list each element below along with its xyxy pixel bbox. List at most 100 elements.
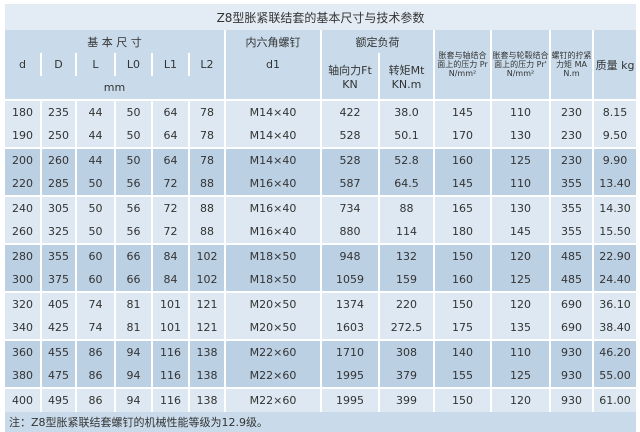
table-cell: 8.15 — [591, 99, 639, 124]
table-row: 200 260 44 50 64 78 M14×40 528 52.8 160 125 230 9.90 — [3, 147, 639, 172]
table-cell: 72 — [151, 195, 190, 220]
table-cell: 66 — [114, 243, 153, 268]
table-cell: 690 — [549, 316, 594, 340]
table-cell: 130 — [490, 195, 551, 220]
table-cell: M18×50 — [224, 243, 322, 268]
table-cell: 260 — [40, 147, 77, 172]
table-cell: M14×40 — [224, 124, 322, 148]
table-cell: 140 — [433, 339, 492, 364]
table-cell: 116 — [151, 339, 190, 364]
header-basic-dims: 基 本 尺 寸 — [3, 30, 226, 53]
table-cell: 272.5 — [378, 316, 435, 340]
table-cell: 1374 — [320, 291, 380, 316]
table-cell: M20×50 — [224, 316, 322, 340]
table-cell: 74 — [75, 316, 116, 340]
table-cell: 150 — [433, 243, 492, 268]
table-title: Z8型胀紧联结套的基本尺寸与技术参数 — [2, 4, 639, 30]
table-cell: 355 — [549, 195, 594, 220]
table-cell: M16×40 — [224, 220, 322, 244]
table-cell: 1995 — [320, 364, 380, 388]
table-cell: 180 — [433, 220, 492, 244]
table-cell: 145 — [433, 172, 492, 196]
table-row: 260 325 50 56 72 88 M16×40 880 114 180 145 355 15.50 — [3, 220, 639, 244]
table-cell: 145 — [433, 99, 492, 124]
table-cell: 340 — [3, 316, 42, 340]
table-cell: 230 — [549, 99, 594, 124]
table-row: 400 495 86 94 116 138 M22×60 1995 399 150 120 930 61… — [3, 387, 639, 412]
table-row: 380 475 86 94 116 138 M22×60 1995 379 155 125 930 55… — [3, 364, 639, 388]
table-cell: 84 — [151, 268, 190, 292]
table-cell: 485 — [549, 243, 594, 268]
table-cell: 138 — [188, 339, 226, 364]
table-cell: 88 — [378, 195, 435, 220]
header-torque: 转矩Mt KN.m — [378, 53, 435, 100]
table-cell: 145 — [490, 220, 551, 244]
header-rated-load: 额定负荷 — [320, 30, 435, 53]
table-cell: 180 — [3, 99, 42, 124]
table-cell: 495 — [40, 387, 77, 412]
table-cell: 455 — [40, 339, 77, 364]
table-cell: 36.10 — [591, 291, 639, 316]
table-cell: 138 — [188, 364, 226, 388]
header-pressure-hub: 胀套与轮毂结合面上的压力 Pr' N/mm² — [490, 30, 551, 100]
header-D: D — [40, 53, 77, 76]
table-cell: 930 — [549, 387, 594, 412]
table-row: 180 235 44 50 64 78 M14×40 422 38.0 145 110 230 8.15 — [3, 99, 639, 124]
table-cell: 88 — [188, 220, 226, 244]
table-row: 340 425 74 81 101 121 M20×50 1603 272.5 175 135 690… — [3, 316, 639, 340]
header-screw-torque: 螺钉的拧紧力矩 MA N.m — [549, 30, 594, 100]
table-cell: 308 — [378, 339, 435, 364]
header-pressure-shaft: 胀套与轴结合面上的压力 Pr N/mm² — [433, 30, 492, 100]
table-cell: 280 — [3, 243, 42, 268]
table-cell: 116 — [151, 364, 190, 388]
table-cell: 587 — [320, 172, 380, 196]
table-cell: 475 — [40, 364, 77, 388]
header-blank — [224, 76, 322, 100]
table-cell: 44 — [75, 99, 116, 124]
table-row: 240 305 50 56 72 88 M16×40 734 88 165 130 355 14.30 — [3, 195, 639, 220]
header-unit: mm — [3, 76, 226, 100]
table-cell: 220 — [378, 291, 435, 316]
table-cell: 81 — [114, 316, 153, 340]
table-cell: 135 — [490, 316, 551, 340]
table-cell: 50 — [114, 147, 153, 172]
table-row: 190 250 44 50 64 78 M14×40 528 50.1 170 130 230 9.50 — [3, 124, 639, 148]
table-cell: 300 — [3, 268, 42, 292]
table-cell: 9.90 — [591, 147, 639, 172]
header-L: L — [75, 53, 116, 76]
header-axial: 轴向力Ft KN — [320, 53, 380, 100]
table-cell: 50.1 — [378, 124, 435, 148]
table-cell: 240 — [3, 195, 42, 220]
table-cell: 165 — [433, 195, 492, 220]
table-cell: 46.20 — [591, 339, 639, 364]
table-cell: 116 — [151, 387, 190, 412]
table-cell: 159 — [378, 268, 435, 292]
table-cell: 102 — [188, 268, 226, 292]
table-row: 360 455 86 94 116 138 M22×60 1710 308 140 110 930 46… — [3, 339, 639, 364]
table-cell: 72 — [151, 172, 190, 196]
table-cell: 56 — [114, 172, 153, 196]
table-cell: M14×40 — [224, 147, 322, 172]
table-cell: 15.50 — [591, 220, 639, 244]
header-screw: 内六角螺钉 — [224, 30, 322, 53]
table-cell: 355 — [40, 243, 77, 268]
table-cell: 170 — [433, 124, 492, 148]
table-cell: 399 — [378, 387, 435, 412]
table-cell: 220 — [3, 172, 42, 196]
table-cell: 64 — [151, 124, 190, 148]
table-cell: 380 — [3, 364, 42, 388]
table-cell: 55.00 — [591, 364, 639, 388]
table-cell: 50 — [114, 99, 153, 124]
table-cell: 160 — [433, 147, 492, 172]
table-cell: 125 — [490, 364, 551, 388]
table-note: 注：Z8型胀紧联结套螺钉的机械性能等级为12.9级。 — [2, 412, 639, 432]
table-cell: 64 — [151, 99, 190, 124]
table-cell: 230 — [549, 147, 594, 172]
table-cell: 305 — [40, 195, 77, 220]
table-cell: M18×50 — [224, 268, 322, 292]
header-L1: L1 — [151, 53, 190, 76]
table-cell: 110 — [490, 99, 551, 124]
table-cell: 155 — [433, 364, 492, 388]
table-cell: 379 — [378, 364, 435, 388]
table-cell: 125 — [490, 268, 551, 292]
